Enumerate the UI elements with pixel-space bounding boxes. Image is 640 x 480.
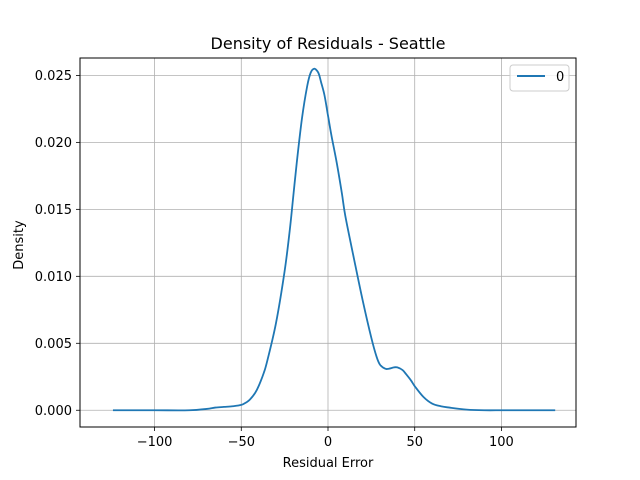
x-tick-label: −50 [228,435,255,450]
series-layer [112,67,556,412]
y-tick-label: 0.015 [35,203,72,218]
legend: 0 [509,64,570,92]
legend-box [509,64,570,92]
x-axis-ticks: −100 −50 0 50 100 [137,427,514,450]
y-tick-label: 0.025 [35,69,72,84]
legend-label: 0 [556,70,564,85]
x-axis-label: Residual Error [283,456,374,471]
x-tick-label: 0 [324,435,332,450]
y-tick-label: 0.010 [35,270,72,285]
chart-title: Density of Residuals - Seattle [211,34,446,53]
y-axis-label: Density [12,220,27,270]
x-tick-label: 50 [406,435,423,450]
y-tick-label: 0.020 [35,136,72,151]
y-axis-ticks: 0.000 0.005 0.010 0.015 0.020 0.025 [35,69,80,419]
y-tick-label: 0.000 [35,404,72,419]
x-tick-label: 100 [489,435,514,450]
x-tick-label: −100 [137,435,173,450]
y-tick-label: 0.005 [35,337,72,352]
series-line [112,67,556,412]
